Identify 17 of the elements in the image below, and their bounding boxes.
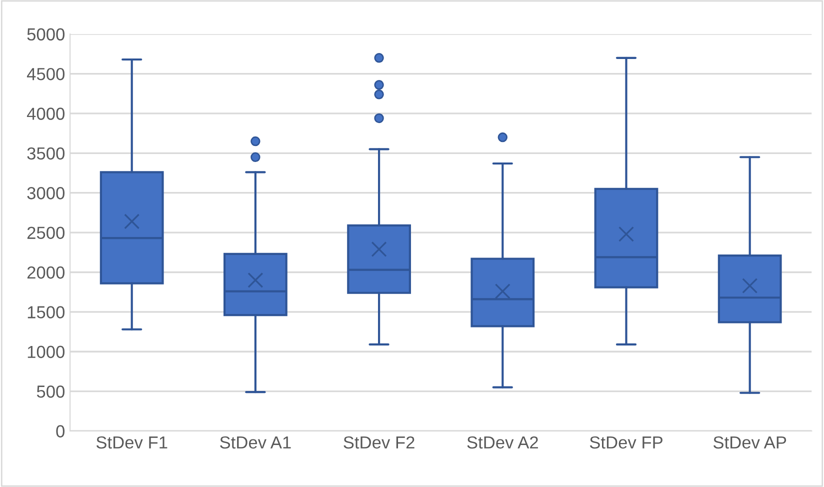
y-tick-label: 0 (56, 425, 64, 438)
y-tick-label: 1500 (28, 306, 65, 318)
y-tick-label: 500 (36, 385, 65, 398)
y-tick-label: 4000 (26, 108, 65, 120)
y-tick-label: 1000 (28, 346, 65, 358)
x-tick-label: StDev A2 (467, 436, 538, 449)
x-tick-label: StDev FP (590, 436, 662, 449)
x-tick-label: StDev F2 (344, 436, 414, 449)
y-tick-label: 2500 (27, 226, 65, 240)
x-tick-label: StDev AP (713, 436, 786, 449)
y-tick-label: 2000 (27, 266, 65, 279)
y-tick-label: 3000 (27, 187, 65, 200)
x-tick-label: StDev A1 (220, 436, 291, 449)
y-tick-label: 3500 (27, 147, 65, 160)
x-tick-label: StDev F1 (96, 436, 168, 449)
y-tick-label: 4500 (26, 68, 65, 80)
y-tick-label: 5000 (27, 28, 65, 41)
